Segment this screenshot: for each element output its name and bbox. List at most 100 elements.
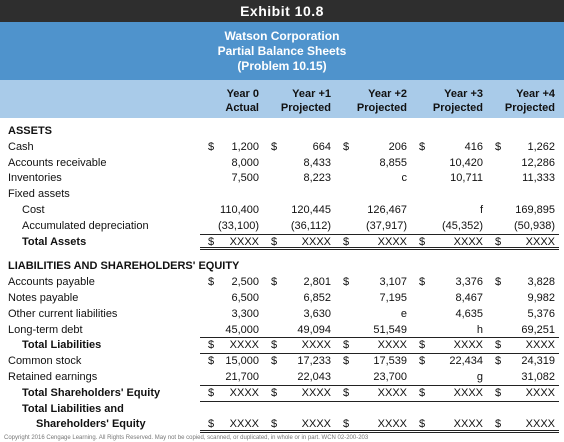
currency: $	[271, 235, 278, 248]
cell: $ XXXX	[411, 386, 487, 402]
cell-value: XXXX	[377, 235, 407, 248]
cell: $17,539	[335, 354, 411, 370]
column-header-line: Projected	[280, 102, 331, 114]
cell: $2,801	[263, 275, 335, 291]
column-header-line: Projected	[504, 102, 555, 114]
cell-value: 2,801	[303, 276, 331, 289]
table-row: Cost 110,400 120,445 126,467 f 169,895	[0, 203, 564, 219]
currency: $	[271, 339, 278, 352]
row-label: Total Liabilities and	[22, 402, 124, 415]
currency: $	[495, 140, 502, 153]
cell-value: 6,500	[231, 291, 259, 304]
row-label: Cost	[22, 203, 45, 216]
cell-value: XXXX	[453, 339, 483, 352]
row-label: LIABILITIES AND SHAREHOLDERS' EQUITY	[8, 260, 240, 273]
cell: $ XXXX	[200, 386, 263, 402]
cell: 169,895	[487, 203, 559, 219]
cell-value: 2,500	[231, 276, 259, 289]
currency: $	[271, 418, 278, 431]
cell-value: 23,700	[373, 370, 407, 383]
currency: $	[343, 418, 350, 431]
column-header-line: Projected	[432, 102, 483, 114]
cell: 6,500	[200, 291, 263, 307]
column-header-line: Year +4	[516, 88, 555, 100]
currency: $	[343, 235, 350, 248]
table-row: Retained earnings 21,700 22,043 23,700 g 31,0…	[0, 370, 564, 386]
cell-value: 11,333	[522, 172, 555, 185]
cell: 8,855	[335, 156, 411, 172]
cell: $3,828	[487, 275, 559, 291]
cell-value: 17,233	[297, 355, 331, 368]
spacer	[0, 250, 564, 259]
cell-value: 8,855	[379, 156, 407, 169]
cell-value: XXXX	[377, 418, 407, 431]
cell-value: 7,500	[231, 172, 259, 185]
cell-value: 69,251	[521, 323, 555, 336]
cell-value: 24,319	[521, 355, 555, 368]
table-row: ASSETS	[0, 124, 564, 140]
cell: $416	[411, 140, 487, 156]
cell: $206	[335, 140, 411, 156]
cell-value: 120,445	[291, 203, 331, 216]
column-header-line: Year 0	[226, 88, 259, 100]
cell-value: 110,400	[220, 203, 259, 216]
cell: 7,195	[335, 291, 411, 307]
cell: $ XXXX	[335, 386, 411, 402]
cell-value: (45,352)	[442, 219, 483, 232]
column-header: Year +1 Projected	[263, 80, 335, 118]
cell-value: 6,852	[303, 291, 331, 304]
title-band: Watson Corporation Partial Balance Sheet…	[0, 22, 564, 80]
currency: $	[419, 235, 426, 248]
cell-value: 22,043	[297, 370, 331, 383]
cell-value: XXXX	[525, 418, 555, 431]
cell: 12,286	[487, 156, 559, 172]
row-label: Other current liabilities	[8, 307, 118, 320]
cell: 45,000	[200, 323, 263, 339]
currency: $	[419, 418, 426, 431]
row-label: Shareholders' Equity	[36, 418, 146, 431]
cell-value: 3,630	[303, 307, 331, 320]
cell: 9,982	[487, 291, 559, 307]
table-row: Shareholders' Equity $ XXXX $ XXXX $ XXXX $ XXXX…	[0, 417, 564, 434]
cell-value: 3,376	[455, 276, 483, 289]
cell: 8,467	[411, 291, 487, 307]
cell-value: 169,895	[515, 203, 555, 216]
copyright: Copyright 2016 Cengage Learning. All Rig…	[4, 435, 369, 441]
cell-value: XXXX	[453, 235, 483, 248]
cell: (37,917)	[335, 219, 411, 235]
cell: 3,300	[200, 307, 263, 323]
title-line: Partial Balance Sheets	[217, 44, 347, 58]
cell: $ XXXX	[335, 338, 411, 355]
row-label: Retained earnings	[8, 370, 98, 383]
cell-value: 1,200	[231, 140, 259, 153]
cell-value: 45,000	[225, 323, 259, 336]
cell: (50,938)	[487, 219, 559, 235]
cell-value: 8,467	[455, 291, 483, 304]
cell: 7,500	[200, 171, 263, 187]
cell: $ XXXX	[411, 235, 487, 251]
cell: $17,233	[263, 354, 335, 370]
cell-value: 7,195	[379, 291, 407, 304]
currency: $	[495, 386, 502, 399]
table-row: Common stock $15,000 $17,233 $17,539 $22,434…	[0, 354, 564, 370]
cell: g	[411, 370, 487, 386]
cell: $15,000	[200, 354, 263, 370]
row-label: Common stock	[8, 355, 82, 368]
cell-value: 17,539	[373, 355, 407, 368]
currency: $	[343, 140, 350, 153]
cell-value: 3,300	[231, 307, 259, 320]
cell: $664	[263, 140, 335, 156]
cell-value: 1,262	[527, 140, 555, 153]
cell: $1,262	[487, 140, 559, 156]
currency: $	[343, 386, 350, 399]
column-header-line: Actual	[225, 102, 259, 114]
currency: $	[271, 355, 278, 368]
row-label: ASSETS	[8, 125, 53, 137]
cell-value: 12,286	[521, 156, 555, 169]
cell-value: (36,112)	[290, 219, 331, 232]
cell-value: (50,938)	[514, 219, 555, 232]
currency: $	[208, 339, 215, 352]
cell-value: 664	[312, 140, 331, 153]
cell: 120,445	[263, 203, 335, 219]
